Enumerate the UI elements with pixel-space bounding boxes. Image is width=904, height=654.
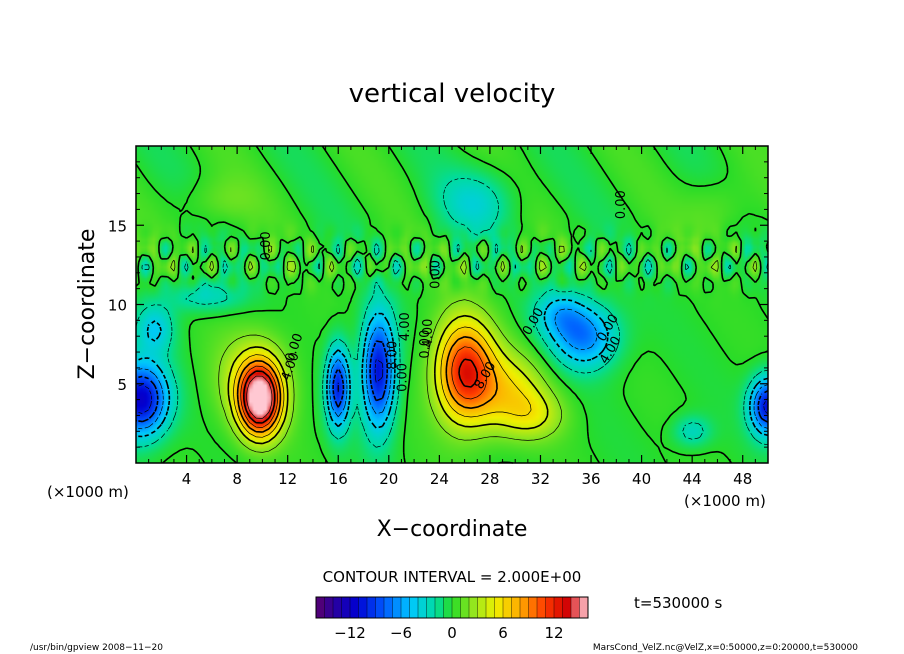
colorbar-cell: [400, 596, 411, 619]
colorbar-cell: [536, 596, 547, 619]
colorbar-cell: [417, 596, 428, 619]
colorbar-cell: [485, 596, 496, 619]
colorbar-cell: [409, 596, 419, 619]
time-label: t=530000 s: [634, 594, 722, 612]
colorbar-cell: [434, 596, 445, 619]
contour-label: 0.00: [418, 330, 433, 359]
x-axis-ticks: 4 8 12 16 20 24 28 32 36 40 44 48: [148, 146, 756, 488]
colorbar-cell: [392, 596, 402, 619]
x-tick-label: 44: [683, 470, 702, 488]
contour-line-pos12: [243, 358, 478, 424]
colorbar-cell: [511, 596, 521, 619]
colorbar-cell: [341, 596, 351, 619]
contour-label: 0.00: [428, 260, 443, 289]
x-tick-label: 32: [531, 470, 550, 488]
colorbar-cell: [519, 596, 530, 619]
colorbar-cell: [502, 596, 513, 619]
x-tick-label: 20: [379, 470, 398, 488]
colorbar-cell: [579, 596, 589, 619]
chart-title: vertical velocity: [349, 79, 556, 109]
x-tick-label: 16: [329, 470, 348, 488]
colorbar-tick-label: −6: [390, 624, 412, 642]
colorbar-cell: [451, 596, 462, 619]
footer-left: /usr/bin/gpview 2008−11−20: [30, 643, 163, 653]
y-tick-label: 10: [108, 297, 127, 315]
contour-label: 0.00: [614, 190, 629, 219]
contour-line-pos10: [240, 346, 487, 428]
colorbar-cell: [349, 596, 360, 619]
y-axis-label: Z−coordinate: [75, 229, 100, 380]
x-unit-left: (×1000 m): [47, 483, 129, 501]
contour-line-pos4: [227, 314, 549, 445]
contour-label: 8.00: [385, 341, 400, 370]
contour-interval-label: CONTOUR INTERVAL = 2.000E+00: [323, 568, 582, 586]
contour-label: 4.00: [421, 319, 436, 348]
contour-label: 0.00: [395, 363, 410, 392]
colorbar-cell: [358, 596, 368, 619]
colorbar-cell: [477, 596, 487, 619]
x-tick-label: 40: [632, 470, 651, 488]
x-tick-label: 24: [430, 470, 449, 488]
colorbar-cell: [366, 596, 377, 619]
plot-area: 0.004.00 8.004.000.000.004.000.008.000.00…: [135, 145, 769, 464]
colorbar-cell: [324, 596, 334, 619]
x-tick-label: 28: [480, 470, 499, 488]
colorbar-tick-label: −12: [334, 624, 366, 642]
colorbar-cell: [315, 596, 326, 619]
contour-line-neg2: [135, 178, 769, 448]
colorbar-cell: [332, 596, 343, 619]
y-tick-label: 5: [117, 376, 127, 394]
contour-line-neg10: [135, 359, 769, 415]
contour-line-neg6: [135, 308, 769, 430]
colorbar-cell: [375, 596, 385, 619]
contour-line-pos8: [236, 336, 498, 433]
colorbar-cell: [553, 596, 564, 619]
colorbar-cell: [443, 596, 453, 619]
contour-line-pos0: [135, 145, 769, 464]
contour-line-pos6: [233, 326, 532, 438]
colorbar-ticks: −12 −6 0 6 12: [334, 624, 563, 642]
colorbar-cell: [528, 596, 538, 619]
colorbar-cell: [383, 596, 394, 619]
y-axis-ticks: 5 10 15: [108, 161, 768, 448]
contour-line-neg8: [135, 340, 769, 423]
colorbar-cell: [468, 596, 479, 619]
contour-label: 4.00: [398, 312, 413, 341]
colorbar-cell: [460, 596, 470, 619]
colorbar-cell: [545, 596, 555, 619]
x-tick-label: 48: [733, 470, 752, 488]
contour-line-pos2: [170, 245, 758, 453]
contour-line-neg4: [135, 298, 769, 438]
contour-lines: [135, 145, 769, 464]
colorbar-cell: [494, 596, 504, 619]
x-tick-label: 12: [278, 470, 297, 488]
colorbar-tick-label: 12: [544, 624, 563, 642]
x-tick-label: 8: [232, 470, 242, 488]
contour-label: 0.00: [259, 231, 274, 260]
colorbar: [315, 596, 589, 619]
colorbar-tick-label: 0: [447, 624, 457, 642]
colorbar-cell: [570, 596, 581, 619]
x-tick-label: 4: [182, 470, 192, 488]
colorbar-cell: [562, 596, 572, 619]
colorbar-cell: [426, 596, 436, 619]
x-axis-label: X−coordinate: [377, 517, 528, 542]
x-tick-label: 36: [581, 470, 600, 488]
y-tick-label: 15: [108, 217, 127, 235]
contour-line-pos14: [246, 375, 273, 419]
footer-right: MarsCond_VelZ.nc@VelZ,x=0:50000,z=0:2000…: [593, 643, 858, 653]
colorbar-tick-label: 6: [498, 624, 508, 642]
velocity-field-heatmap: [136, 146, 768, 463]
colorbar-frame: [315, 596, 589, 619]
x-unit-right: (×1000 m): [684, 492, 766, 510]
